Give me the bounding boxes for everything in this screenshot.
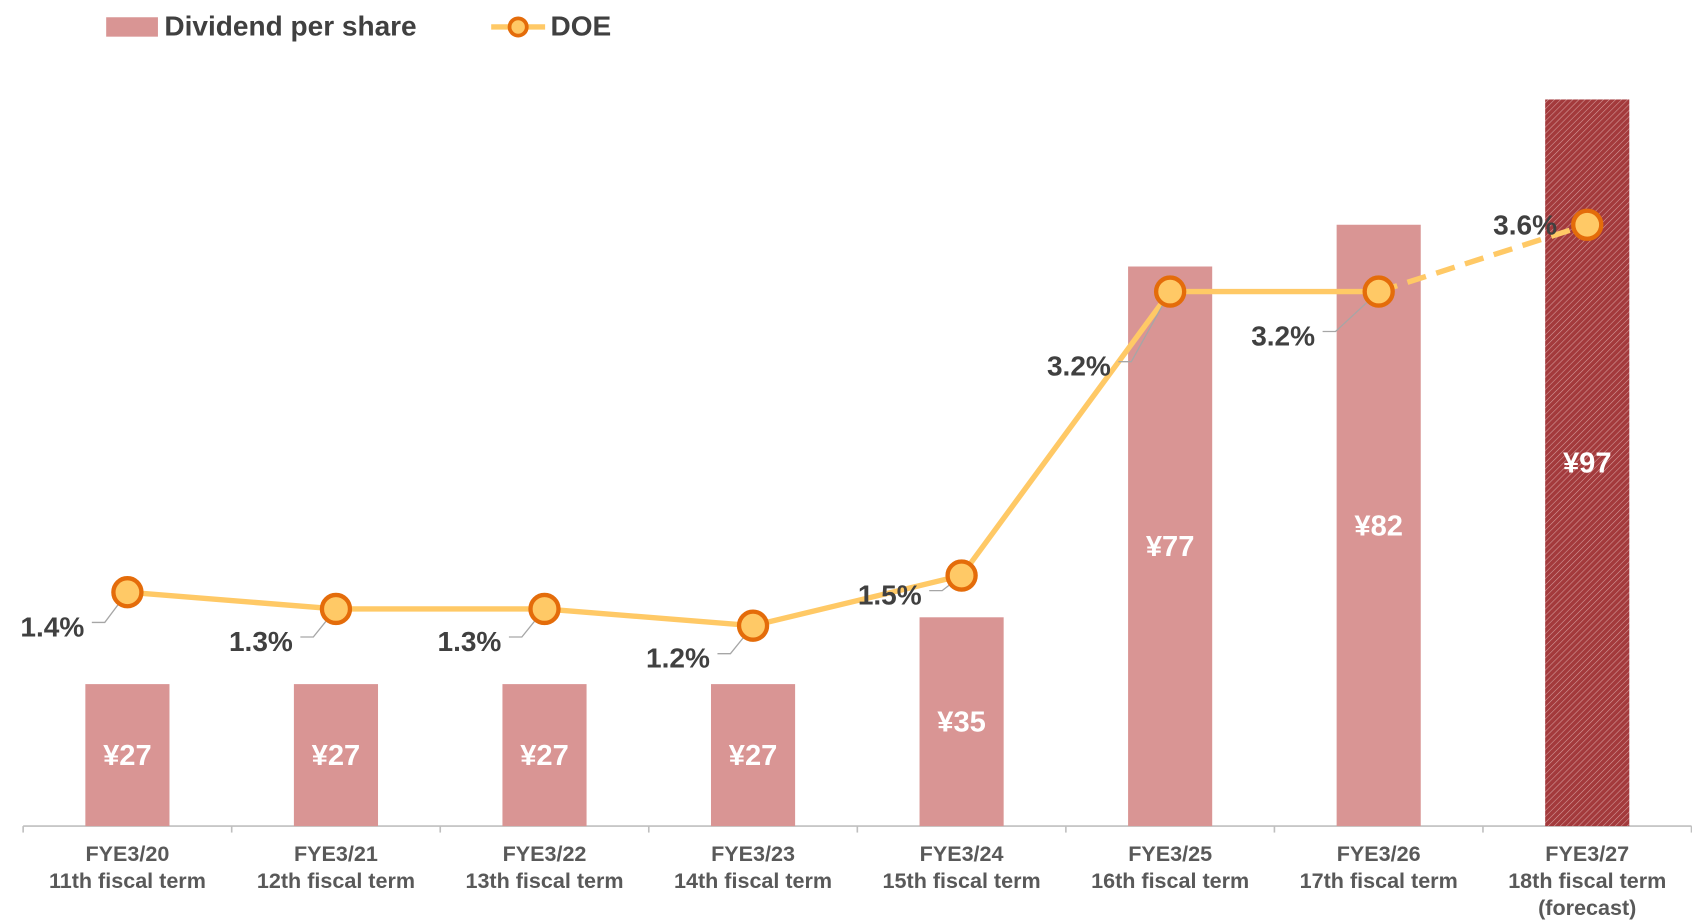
x-tick-label: 15th fiscal term bbox=[883, 868, 1041, 893]
x-tick-label: FYE3/26 bbox=[1337, 841, 1421, 866]
x-tick-label: FYE3/25 bbox=[1128, 841, 1212, 866]
bar bbox=[1128, 266, 1213, 827]
doe-marker bbox=[1571, 208, 1604, 241]
bar-value-label: ¥35 bbox=[937, 707, 986, 739]
x-tick-label: 13th fiscal term bbox=[465, 868, 623, 893]
x-tick-label: 11th fiscal term bbox=[49, 868, 206, 893]
x-tick-label: FYE3/22 bbox=[503, 841, 587, 866]
doe-marker bbox=[111, 576, 144, 609]
x-tick-label: FYE3/21 bbox=[294, 841, 378, 866]
bar bbox=[293, 684, 379, 827]
x-tick-label: 14th fiscal term bbox=[674, 868, 832, 893]
doe-value-label: 3.2% bbox=[1251, 320, 1315, 351]
bar-value-label: ¥27 bbox=[729, 740, 778, 772]
doe-value-label: 1.2% bbox=[646, 643, 710, 674]
bar bbox=[502, 684, 587, 827]
x-tick-label: FYE3/23 bbox=[711, 841, 795, 866]
doe-marker bbox=[319, 592, 353, 626]
doe-line-forecast bbox=[1377, 222, 1589, 295]
x-tick-label: 17th fiscal term bbox=[1300, 868, 1458, 893]
x-tick-label: FYE3/20 bbox=[85, 841, 169, 866]
bar bbox=[1336, 224, 1421, 827]
doe-value-label: 1.3% bbox=[438, 626, 502, 657]
x-tick-label: FYE3/24 bbox=[920, 841, 1004, 866]
bar-value-label: ¥27 bbox=[103, 740, 152, 772]
bar-value-label: ¥27 bbox=[520, 740, 569, 772]
legend-label: DOE bbox=[551, 10, 612, 41]
doe-value-label: 3.6% bbox=[1493, 209, 1557, 240]
doe-marker bbox=[736, 609, 770, 642]
bar bbox=[919, 617, 1004, 827]
doe-value-label: 1.4% bbox=[20, 611, 84, 642]
x-tick-label: FYE3/27 bbox=[1545, 841, 1629, 866]
x-tick-label: 18th fiscal term bbox=[1508, 868, 1666, 893]
doe-marker bbox=[528, 592, 561, 626]
bar-value-label: ¥27 bbox=[312, 740, 361, 772]
bar-value-label: ¥97 bbox=[1563, 448, 1612, 480]
bar bbox=[710, 684, 796, 827]
x-tick-label: (forecast) bbox=[1538, 895, 1636, 920]
doe-marker bbox=[1362, 275, 1395, 308]
doe-value-label: 1.3% bbox=[229, 626, 293, 657]
legend-swatch bbox=[106, 17, 158, 37]
doe-value-label: 1.5% bbox=[858, 580, 922, 611]
leader-line bbox=[1322, 291, 1380, 333]
leader-line bbox=[1118, 291, 1171, 363]
x-tick-label: 12th fiscal term bbox=[257, 868, 415, 893]
doe-marker bbox=[945, 559, 978, 592]
bar bbox=[85, 684, 170, 827]
bar-value-label: ¥77 bbox=[1146, 531, 1195, 563]
bar-value-label: ¥82 bbox=[1354, 510, 1403, 542]
legend-label: Dividend per share bbox=[164, 10, 416, 41]
doe-value-label: 3.2% bbox=[1047, 351, 1111, 382]
legend-marker bbox=[507, 16, 529, 38]
x-tick-label: 16th fiscal term bbox=[1091, 868, 1249, 893]
doe-marker bbox=[1153, 275, 1187, 308]
